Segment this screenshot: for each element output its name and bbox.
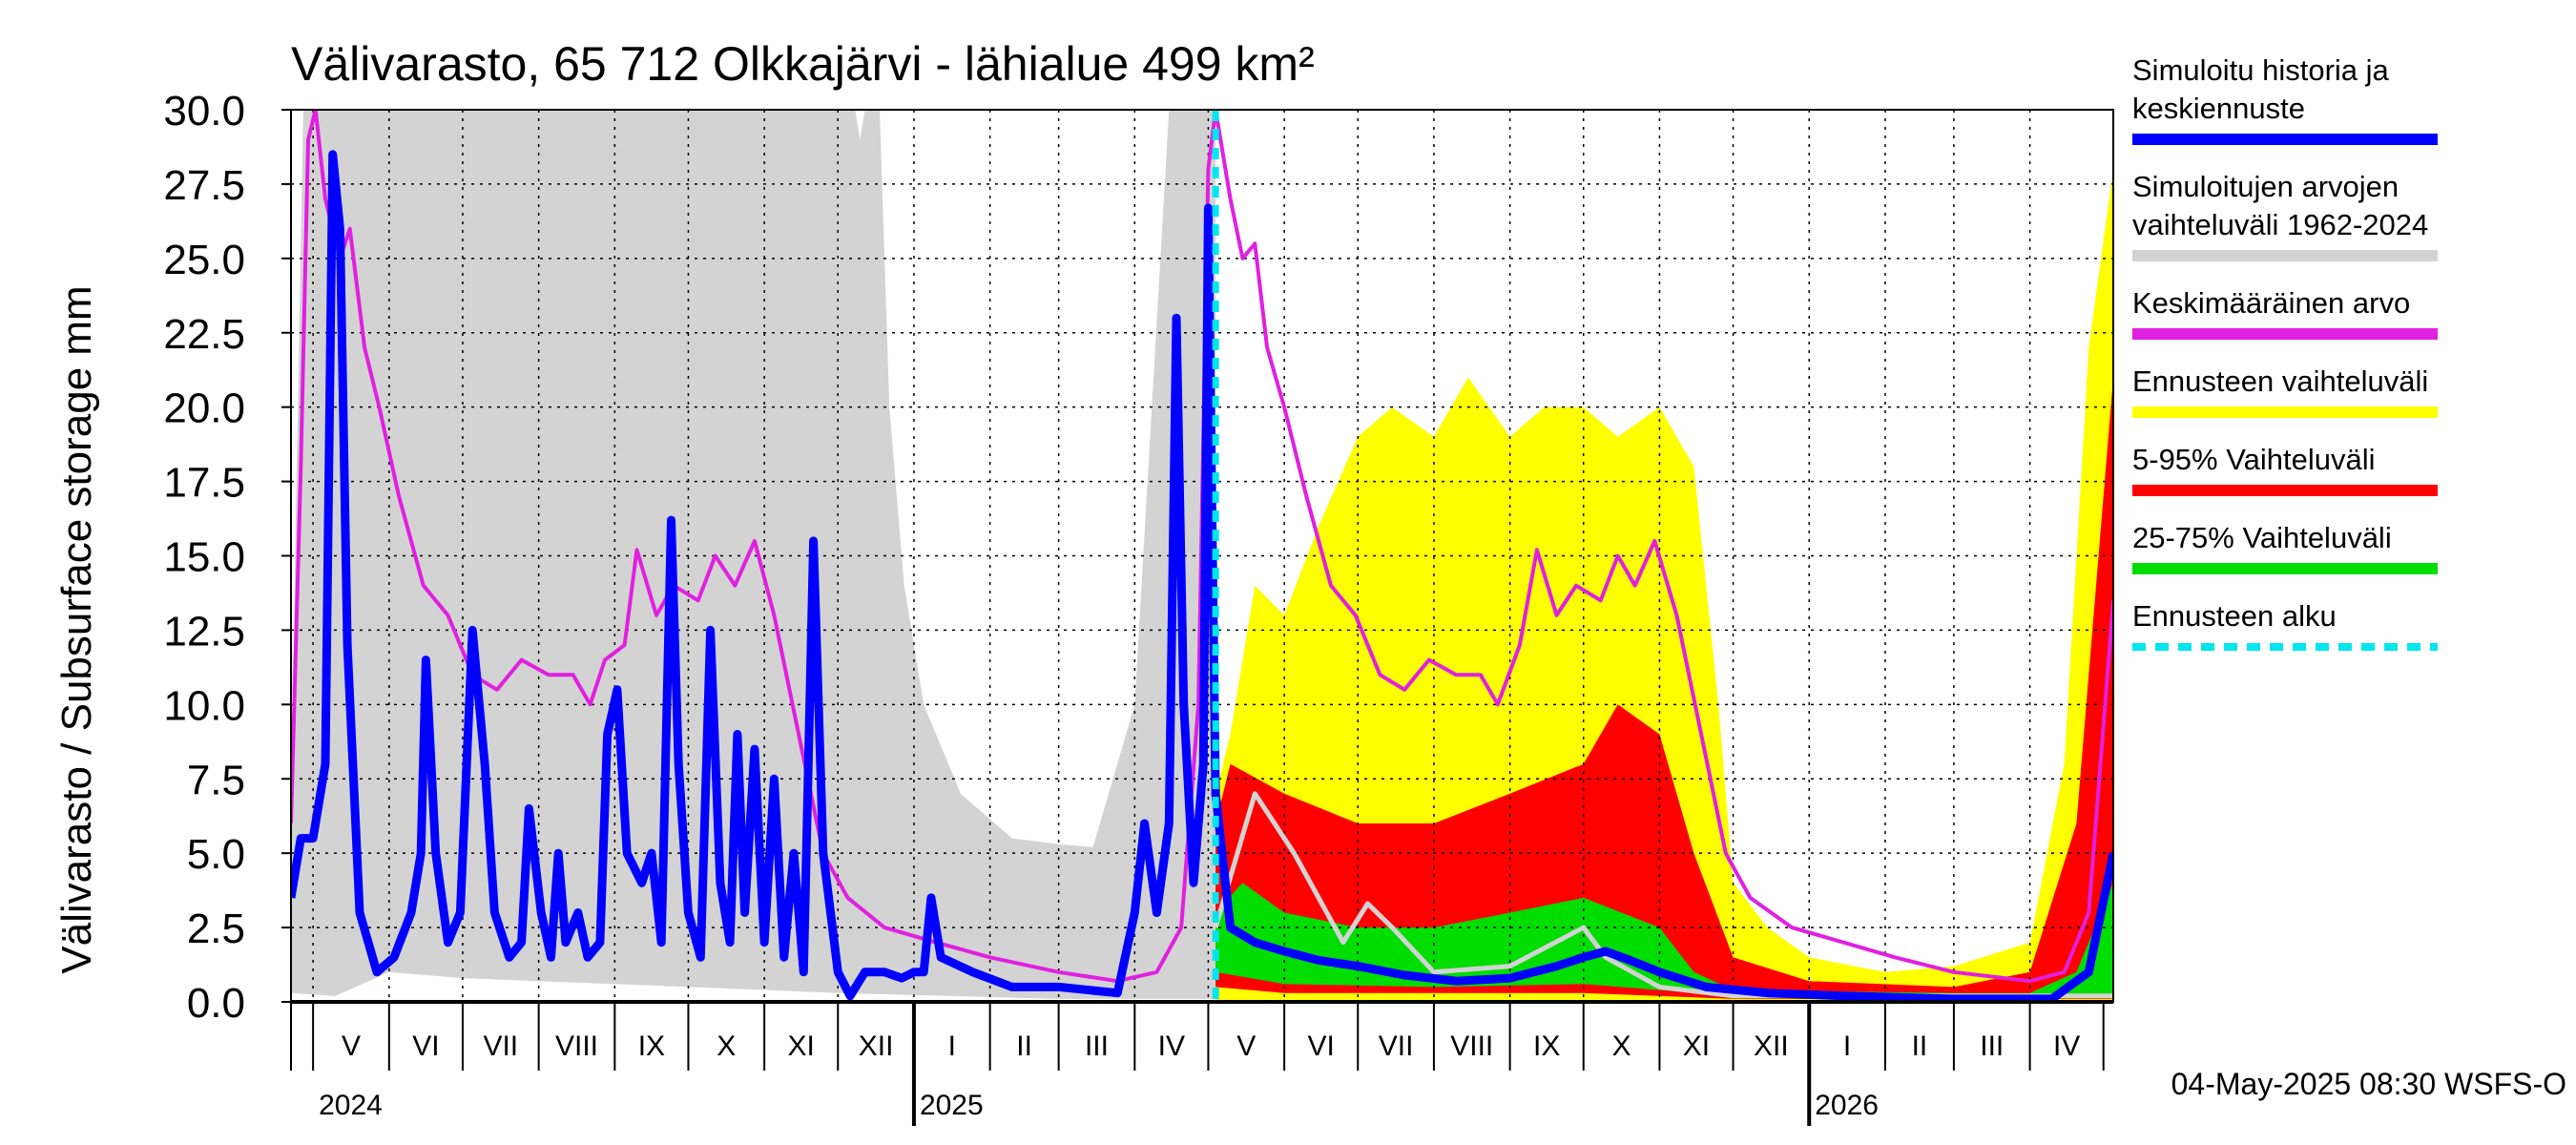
legend-label-0-1: keskiennuste bbox=[2132, 92, 2305, 125]
plot-area bbox=[291, 110, 2113, 1002]
axes: 0.0 2.5 5.0 7.5 10.0 12.5 15.0 17.5 20.0 22.5 25.0… bbox=[163, 88, 2114, 1126]
legend-label-3-0: Ennusteen vaihteluväli bbox=[2132, 364, 2428, 398]
y-tick-label-2: 5.0 bbox=[187, 831, 245, 878]
month-label-18: XI bbox=[1683, 1030, 1710, 1062]
legend-label-5-0: 25-75% Vaihteluväli bbox=[2132, 521, 2392, 554]
month-label-2: VII bbox=[483, 1030, 518, 1062]
y-tick-label-3: 7.5 bbox=[187, 757, 245, 803]
legend-label-2-0: Keskimääräinen arvo bbox=[2132, 286, 2410, 320]
legend-label-6-0: Ennusteen alku bbox=[2132, 599, 2337, 633]
month-label-12: V bbox=[1236, 1030, 1256, 1062]
footer-timestamp: 04-May-2025 08:30 WSFS-O bbox=[2171, 1067, 2566, 1101]
month-label-15: VIII bbox=[1450, 1030, 1493, 1062]
y-tick-label-12: 30.0 bbox=[163, 88, 245, 135]
y-tick-label-5: 12.5 bbox=[163, 608, 245, 655]
y-tick-label-11: 27.5 bbox=[163, 162, 245, 209]
legend-label-4-0: 5-95% Vaihteluväli bbox=[2132, 443, 2375, 476]
month-label-16: IX bbox=[1533, 1030, 1560, 1062]
series-line-6 bbox=[1213, 791, 2113, 999]
legend-label-1-0: Simuloitujen arvojen bbox=[2132, 170, 2399, 203]
y-tick-label-8: 20.0 bbox=[163, 385, 245, 432]
month-label-1: VI bbox=[412, 1030, 439, 1062]
month-label-22: III bbox=[1980, 1030, 2004, 1062]
y-tick-label-4: 10.0 bbox=[163, 682, 245, 729]
month-label-0: V bbox=[342, 1030, 361, 1062]
month-label-13: VI bbox=[1307, 1030, 1334, 1062]
month-label-6: XI bbox=[788, 1030, 815, 1062]
month-label-7: XII bbox=[859, 1030, 894, 1062]
month-label-20: I bbox=[1843, 1030, 1851, 1062]
month-label-21: II bbox=[1912, 1030, 1928, 1062]
legend-label-1-1: vaihteluväli 1962-2024 bbox=[2132, 208, 2428, 241]
y-tick-label-10: 25.0 bbox=[163, 237, 245, 283]
month-label-17: X bbox=[1612, 1030, 1631, 1062]
month-label-19: XII bbox=[1754, 1030, 1789, 1062]
month-label-4: IX bbox=[638, 1030, 665, 1062]
series-band-0 bbox=[291, 110, 1216, 999]
series-band-3 bbox=[1215, 169, 2113, 1002]
month-label-23: IV bbox=[2053, 1030, 2080, 1062]
y-axis-label: Välivarasto / Subsurface storage mm bbox=[53, 285, 100, 973]
legend: Simuloitu historia ja keskiennuste Simuloi… bbox=[2132, 53, 2438, 651]
year-label-1: 2025 bbox=[920, 1090, 984, 1121]
year-label-0: 2024 bbox=[319, 1090, 383, 1121]
month-label-5: X bbox=[717, 1030, 736, 1062]
plot-clip-group bbox=[291, 110, 2113, 1002]
y-tick-label-1: 2.5 bbox=[187, 906, 245, 952]
y-tick-label-9: 22.5 bbox=[163, 311, 245, 358]
month-label-14: VII bbox=[1379, 1030, 1414, 1062]
y-tick-label-7: 17.5 bbox=[163, 460, 245, 507]
month-label-3: VIII bbox=[555, 1030, 598, 1062]
month-label-8: I bbox=[948, 1030, 956, 1062]
series-band-5 bbox=[1215, 883, 2113, 996]
legend-label-0-0: Simuloitu historia ja bbox=[2132, 53, 2390, 87]
chart-title: Välivarasto, 65 712 Olkkajärvi - lähialu… bbox=[291, 37, 1315, 91]
series-line-1 bbox=[291, 150, 2113, 1002]
month-label-11: IV bbox=[1158, 1030, 1185, 1062]
y-tick-label-0: 0.0 bbox=[187, 980, 245, 1027]
y-tick-label-6: 15.0 bbox=[163, 534, 245, 581]
series-band-4 bbox=[1215, 377, 2113, 999]
month-label-9: II bbox=[1016, 1030, 1032, 1062]
month-label-10: III bbox=[1085, 1030, 1109, 1062]
year-label-2: 2026 bbox=[1815, 1090, 1879, 1121]
